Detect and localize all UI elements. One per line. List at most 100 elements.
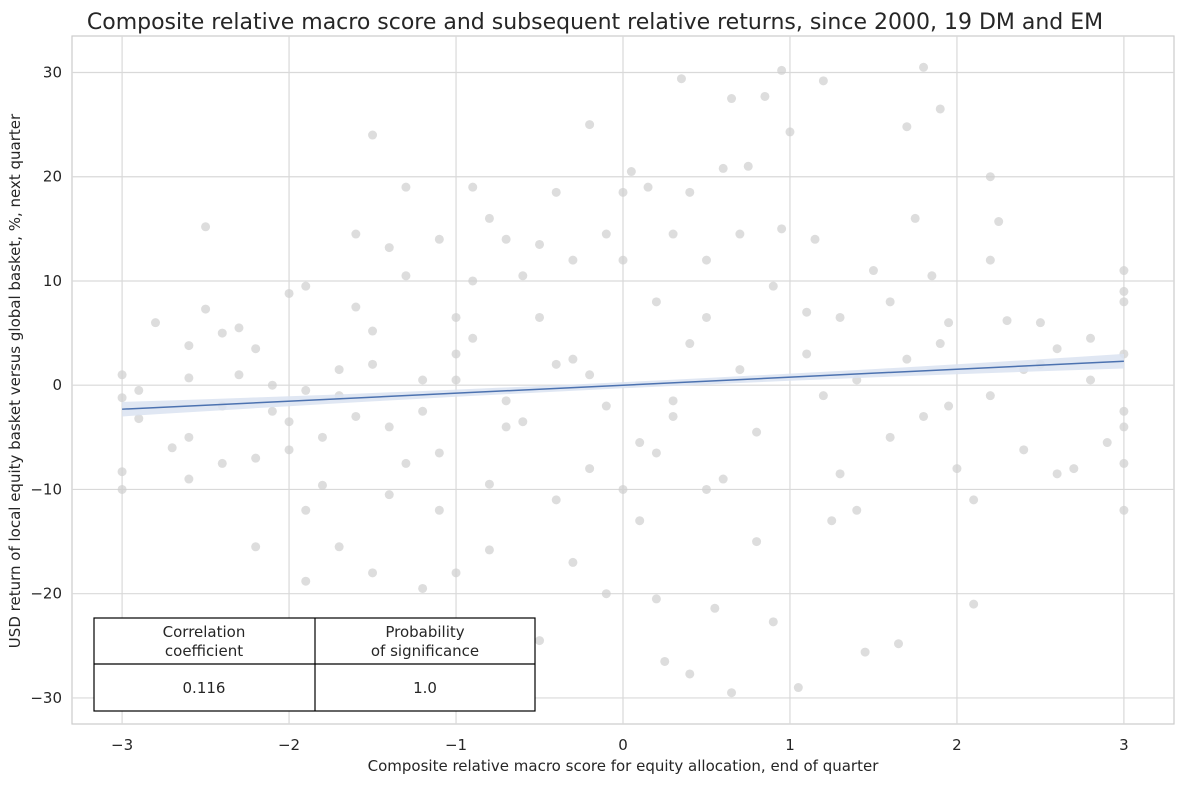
data-point (351, 302, 361, 312)
data-point (902, 354, 912, 364)
data-point (384, 422, 394, 432)
data-point (284, 445, 294, 455)
data-point (401, 458, 411, 468)
data-point (368, 359, 378, 369)
data-point (1052, 469, 1062, 479)
data-point (451, 349, 461, 359)
data-point (935, 339, 945, 349)
data-point (501, 234, 511, 244)
data-point (1002, 316, 1012, 326)
data-point (434, 448, 444, 458)
data-point (535, 636, 545, 646)
data-point (317, 480, 327, 490)
data-point (827, 516, 837, 526)
data-point (384, 243, 394, 253)
data-point (777, 224, 787, 234)
x-tick-label: −1 (445, 736, 467, 754)
data-point (835, 312, 845, 322)
data-point (868, 266, 878, 276)
data-point (1035, 318, 1045, 328)
data-point (134, 385, 144, 395)
scatter-points (117, 62, 1129, 698)
data-point (418, 583, 428, 593)
stats-value-correlation: 0.116 (183, 679, 226, 697)
data-point (935, 104, 945, 114)
data-point (902, 122, 912, 132)
data-point (944, 401, 954, 411)
data-point (601, 589, 611, 599)
y-tick-label: 20 (43, 168, 62, 186)
data-point (885, 432, 895, 442)
data-point (284, 288, 294, 298)
data-point (585, 370, 595, 380)
data-point (1119, 286, 1129, 296)
data-point (301, 385, 311, 395)
data-point (785, 127, 795, 137)
data-point (351, 229, 361, 239)
data-point (334, 542, 344, 552)
data-point (1102, 438, 1112, 448)
data-point (568, 557, 578, 567)
y-tick-label: 0 (52, 376, 62, 394)
data-point (334, 365, 344, 375)
data-point (752, 537, 762, 547)
data-point (468, 182, 478, 192)
data-point (626, 167, 636, 177)
data-point (234, 370, 244, 380)
data-point (150, 318, 160, 328)
data-point (201, 222, 211, 232)
data-point (668, 396, 678, 406)
data-point (117, 467, 127, 477)
data-point (301, 505, 311, 515)
data-point (267, 406, 277, 416)
data-point (468, 276, 478, 286)
data-point (284, 417, 294, 427)
data-point (985, 391, 995, 401)
data-point (718, 474, 728, 484)
stats-header-line: Probability (385, 623, 464, 641)
data-point (743, 161, 753, 171)
data-point (710, 603, 720, 613)
data-point (919, 411, 929, 421)
data-point (1119, 406, 1129, 416)
data-point (184, 341, 194, 351)
data-point (752, 427, 762, 437)
data-point (994, 217, 1004, 227)
data-point (651, 594, 661, 604)
data-point (167, 443, 177, 453)
data-point (351, 411, 361, 421)
data-point (969, 599, 979, 609)
data-point (434, 234, 444, 244)
chart-title: Composite relative macro score and subse… (87, 10, 1103, 35)
data-point (727, 94, 737, 104)
x-tick-label: −2 (278, 736, 300, 754)
data-point (985, 255, 995, 265)
x-axis-label: Composite relative macro score for equit… (368, 757, 880, 775)
data-point (676, 74, 686, 84)
data-point (301, 281, 311, 291)
data-point (810, 234, 820, 244)
x-tick-label: −3 (111, 736, 133, 754)
data-point (768, 281, 778, 291)
data-point (1119, 266, 1129, 276)
data-point (1052, 344, 1062, 354)
data-point (184, 373, 194, 383)
data-point (217, 328, 227, 338)
data-point (201, 304, 211, 314)
data-point (418, 406, 428, 416)
data-point (568, 354, 578, 364)
y-tick-label: −20 (30, 585, 62, 603)
data-point (117, 484, 127, 494)
data-point (1119, 458, 1129, 468)
data-point (1069, 464, 1079, 474)
stats-header-line: coefficient (165, 642, 243, 660)
data-point (217, 458, 227, 468)
data-point (451, 312, 461, 322)
data-point (535, 312, 545, 322)
stats-header-correlation: Correlation coefficient (163, 623, 246, 660)
data-point (635, 516, 645, 526)
data-point (735, 365, 745, 375)
data-point (635, 438, 645, 448)
data-point (1086, 375, 1096, 385)
